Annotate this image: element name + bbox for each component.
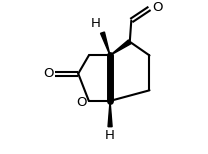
Polygon shape — [108, 101, 112, 127]
Polygon shape — [110, 40, 131, 55]
Polygon shape — [100, 32, 110, 55]
Text: O: O — [43, 67, 54, 80]
Text: H: H — [105, 129, 115, 142]
Text: O: O — [152, 1, 162, 14]
Text: O: O — [76, 96, 87, 109]
Text: H: H — [90, 17, 100, 30]
